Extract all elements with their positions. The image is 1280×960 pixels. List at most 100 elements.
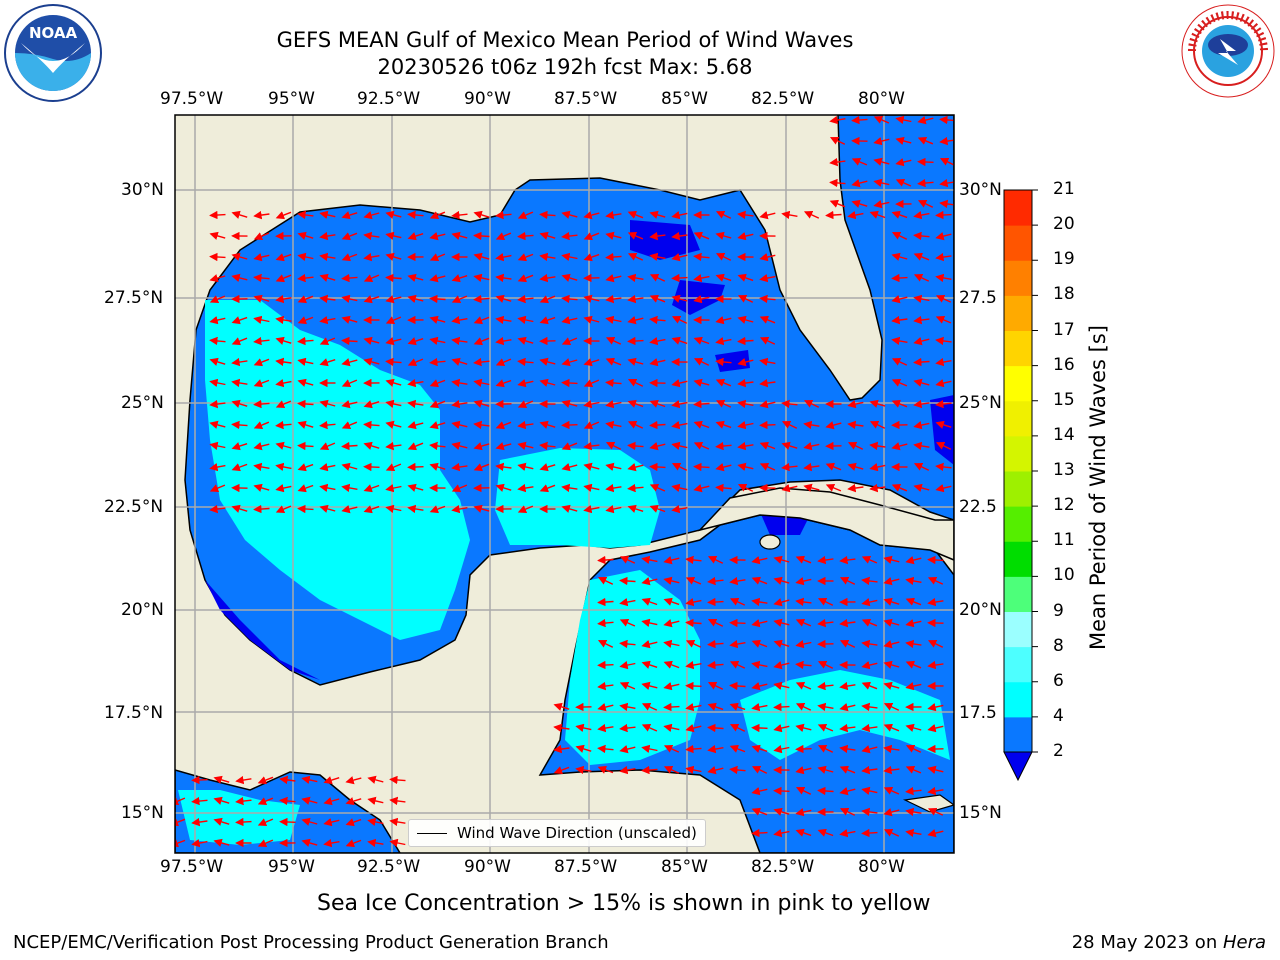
wind-arrow [883,808,900,817]
wind-arrow [935,273,952,283]
wind-arrow [539,378,556,387]
wind-arrow [597,597,614,607]
wind-arrow [605,357,622,366]
wind-arrow [473,337,490,346]
wind-arrow [869,420,886,429]
wind-arrow [231,252,248,261]
wind-arrow [539,210,556,220]
wind-arrow [751,765,768,774]
wind-arrow [407,504,424,514]
wind-arrow [253,504,270,514]
wind-arrow [627,483,644,493]
wind-arrow [429,315,446,324]
wind-arrow [209,357,226,366]
wind-arrow [597,639,614,648]
wind-arrow [231,399,248,408]
wind-arrow [583,294,600,303]
wind-arrow [895,115,912,125]
wind-arrow [253,442,270,451]
wind-arrow [605,378,622,388]
wind-arrow [927,660,944,670]
wind-arrow [209,420,226,429]
wind-arrow [385,295,402,304]
lon-label: 87.5°W [554,89,618,109]
wind-arrow [663,682,680,691]
wind-arrow [729,576,746,586]
footer-branch: NCEP/EMC/Verification Post Processing Pr… [13,932,609,953]
wind-arrow [917,136,934,145]
wind-arrow [861,745,878,754]
wind-arrow [913,483,930,492]
cyan-zone-pacific [178,790,300,845]
colorbar-band [1004,365,1032,402]
wind-arrow [231,210,248,219]
wind-arrow [495,421,512,430]
wind-arrow [641,618,658,628]
lon-label: 85°W [661,89,708,109]
wind-arrow [905,744,922,753]
wind-arrow [861,555,878,564]
wind-arrow [539,273,556,283]
wind-arrow [627,378,644,387]
wind-arrow [751,807,768,816]
wind-arrow [253,315,270,325]
wind-arrow [619,576,636,586]
wind-arrow [605,315,622,325]
wind-arrow [451,504,468,514]
wind-arrow [385,337,402,346]
wind-arrow [597,660,614,670]
wind-arrow [619,555,636,564]
lat-label: 17.5 [959,703,997,723]
wind-arrow [861,786,878,796]
wind-arrow [839,807,856,816]
wind-arrow [817,681,834,691]
wind-arrow [773,618,790,627]
wind-arrow [891,252,908,261]
colorbar-tick-label: 2 [1053,741,1064,761]
wind-arrow [913,357,930,367]
wind-arrow [319,252,336,262]
wind-arrow [341,483,358,493]
wind-arrow [583,253,600,262]
wind-arrow [429,400,446,409]
wind-arrow [429,462,446,471]
wind-arrow [861,661,878,670]
wind-arrow [301,796,318,805]
colorbar-tick-label: 9 [1053,600,1064,621]
wind-arrow [297,484,314,493]
wind-arrow [209,484,226,493]
wind-arrow [737,315,754,324]
wind-arrow [627,420,644,429]
wind-arrow [685,618,702,628]
wind-arrow [253,379,270,388]
wind-arrow [873,115,890,124]
wind-arrow [407,399,424,409]
wind-arrow [341,358,358,367]
lat-label: 20°N [959,600,1002,620]
wind-arrow [209,231,226,240]
wind-arrow [891,378,908,387]
wind-arrow [495,315,512,325]
wind-arrow [407,232,424,241]
wind-arrow [715,231,732,240]
wind-arrow [583,379,600,388]
wind-arrow [385,316,402,325]
wind-arrow [561,442,578,451]
wind-arrow [231,337,248,346]
wind-arrow [729,744,746,753]
wind-arrow [685,660,702,670]
jamaica-island [902,794,954,813]
wind-arrow [839,744,856,754]
wind-arrow [213,817,230,826]
wind-arrow [561,378,578,388]
wind-arrow [209,462,226,472]
wind-arrow [773,828,790,838]
wind-arrow [275,211,292,220]
colorbar-band [1004,190,1032,226]
wind-arrow [561,337,578,346]
wind-arrow [685,724,702,733]
wind-arrow [363,441,380,450]
wind-arrow [367,775,384,784]
wind-arrow [795,807,812,817]
wind-arrow [235,796,252,806]
